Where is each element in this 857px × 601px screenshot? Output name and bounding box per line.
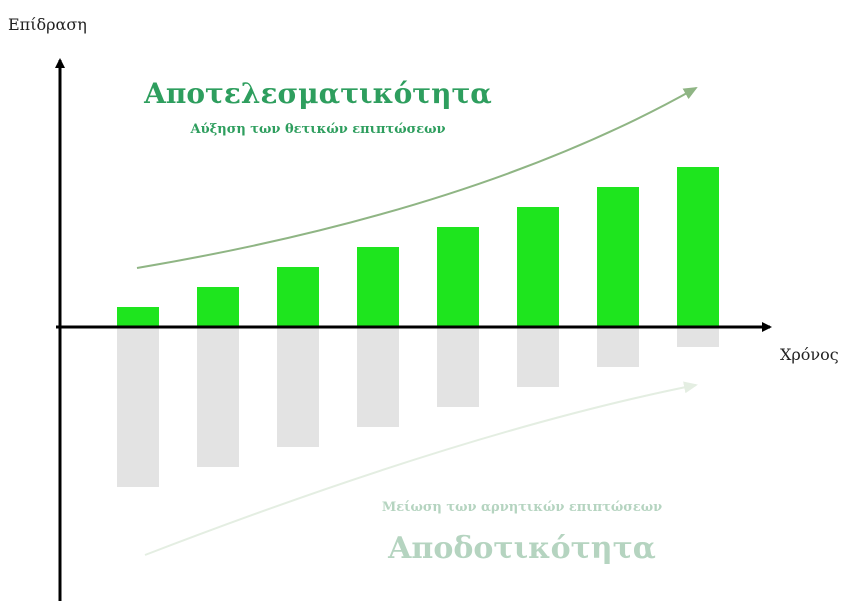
positive-trend-arrow xyxy=(136,87,698,269)
negative-subtitle: Μείωση των αρνητικών επιπτώσεων xyxy=(382,500,662,515)
negative-trend-arrow xyxy=(144,381,698,556)
negative-bar-1 xyxy=(117,327,159,487)
negative-bar-7 xyxy=(597,327,639,367)
positive-bar-8 xyxy=(677,167,719,327)
negative-bar-4 xyxy=(357,327,399,427)
positive-bar-7 xyxy=(597,187,639,327)
positive-subtitle: Αύξηση των θετικών επιπτώσεων xyxy=(189,122,445,137)
positive-bar-6 xyxy=(517,207,559,327)
positive-bar-1 xyxy=(117,307,159,327)
positive-bar-2 xyxy=(197,287,239,327)
negative-bar-2 xyxy=(197,327,239,467)
negative-bar-5 xyxy=(437,327,479,407)
negative-title: Αποδοτικότητα xyxy=(387,531,656,566)
positive-bar-4 xyxy=(357,247,399,327)
positive-title: Αποτελεσματικότητα xyxy=(143,77,492,110)
positive-bars xyxy=(117,167,719,327)
negative-bar-3 xyxy=(277,327,319,447)
x-axis-label: Χρόνος xyxy=(780,345,839,364)
positive-bar-5 xyxy=(437,227,479,327)
negative-bar-6 xyxy=(517,327,559,387)
negative-bars xyxy=(117,327,719,487)
positive-bar-3 xyxy=(277,267,319,327)
y-axis-label: Επίδραση xyxy=(8,15,87,34)
negative-bar-8 xyxy=(677,327,719,347)
